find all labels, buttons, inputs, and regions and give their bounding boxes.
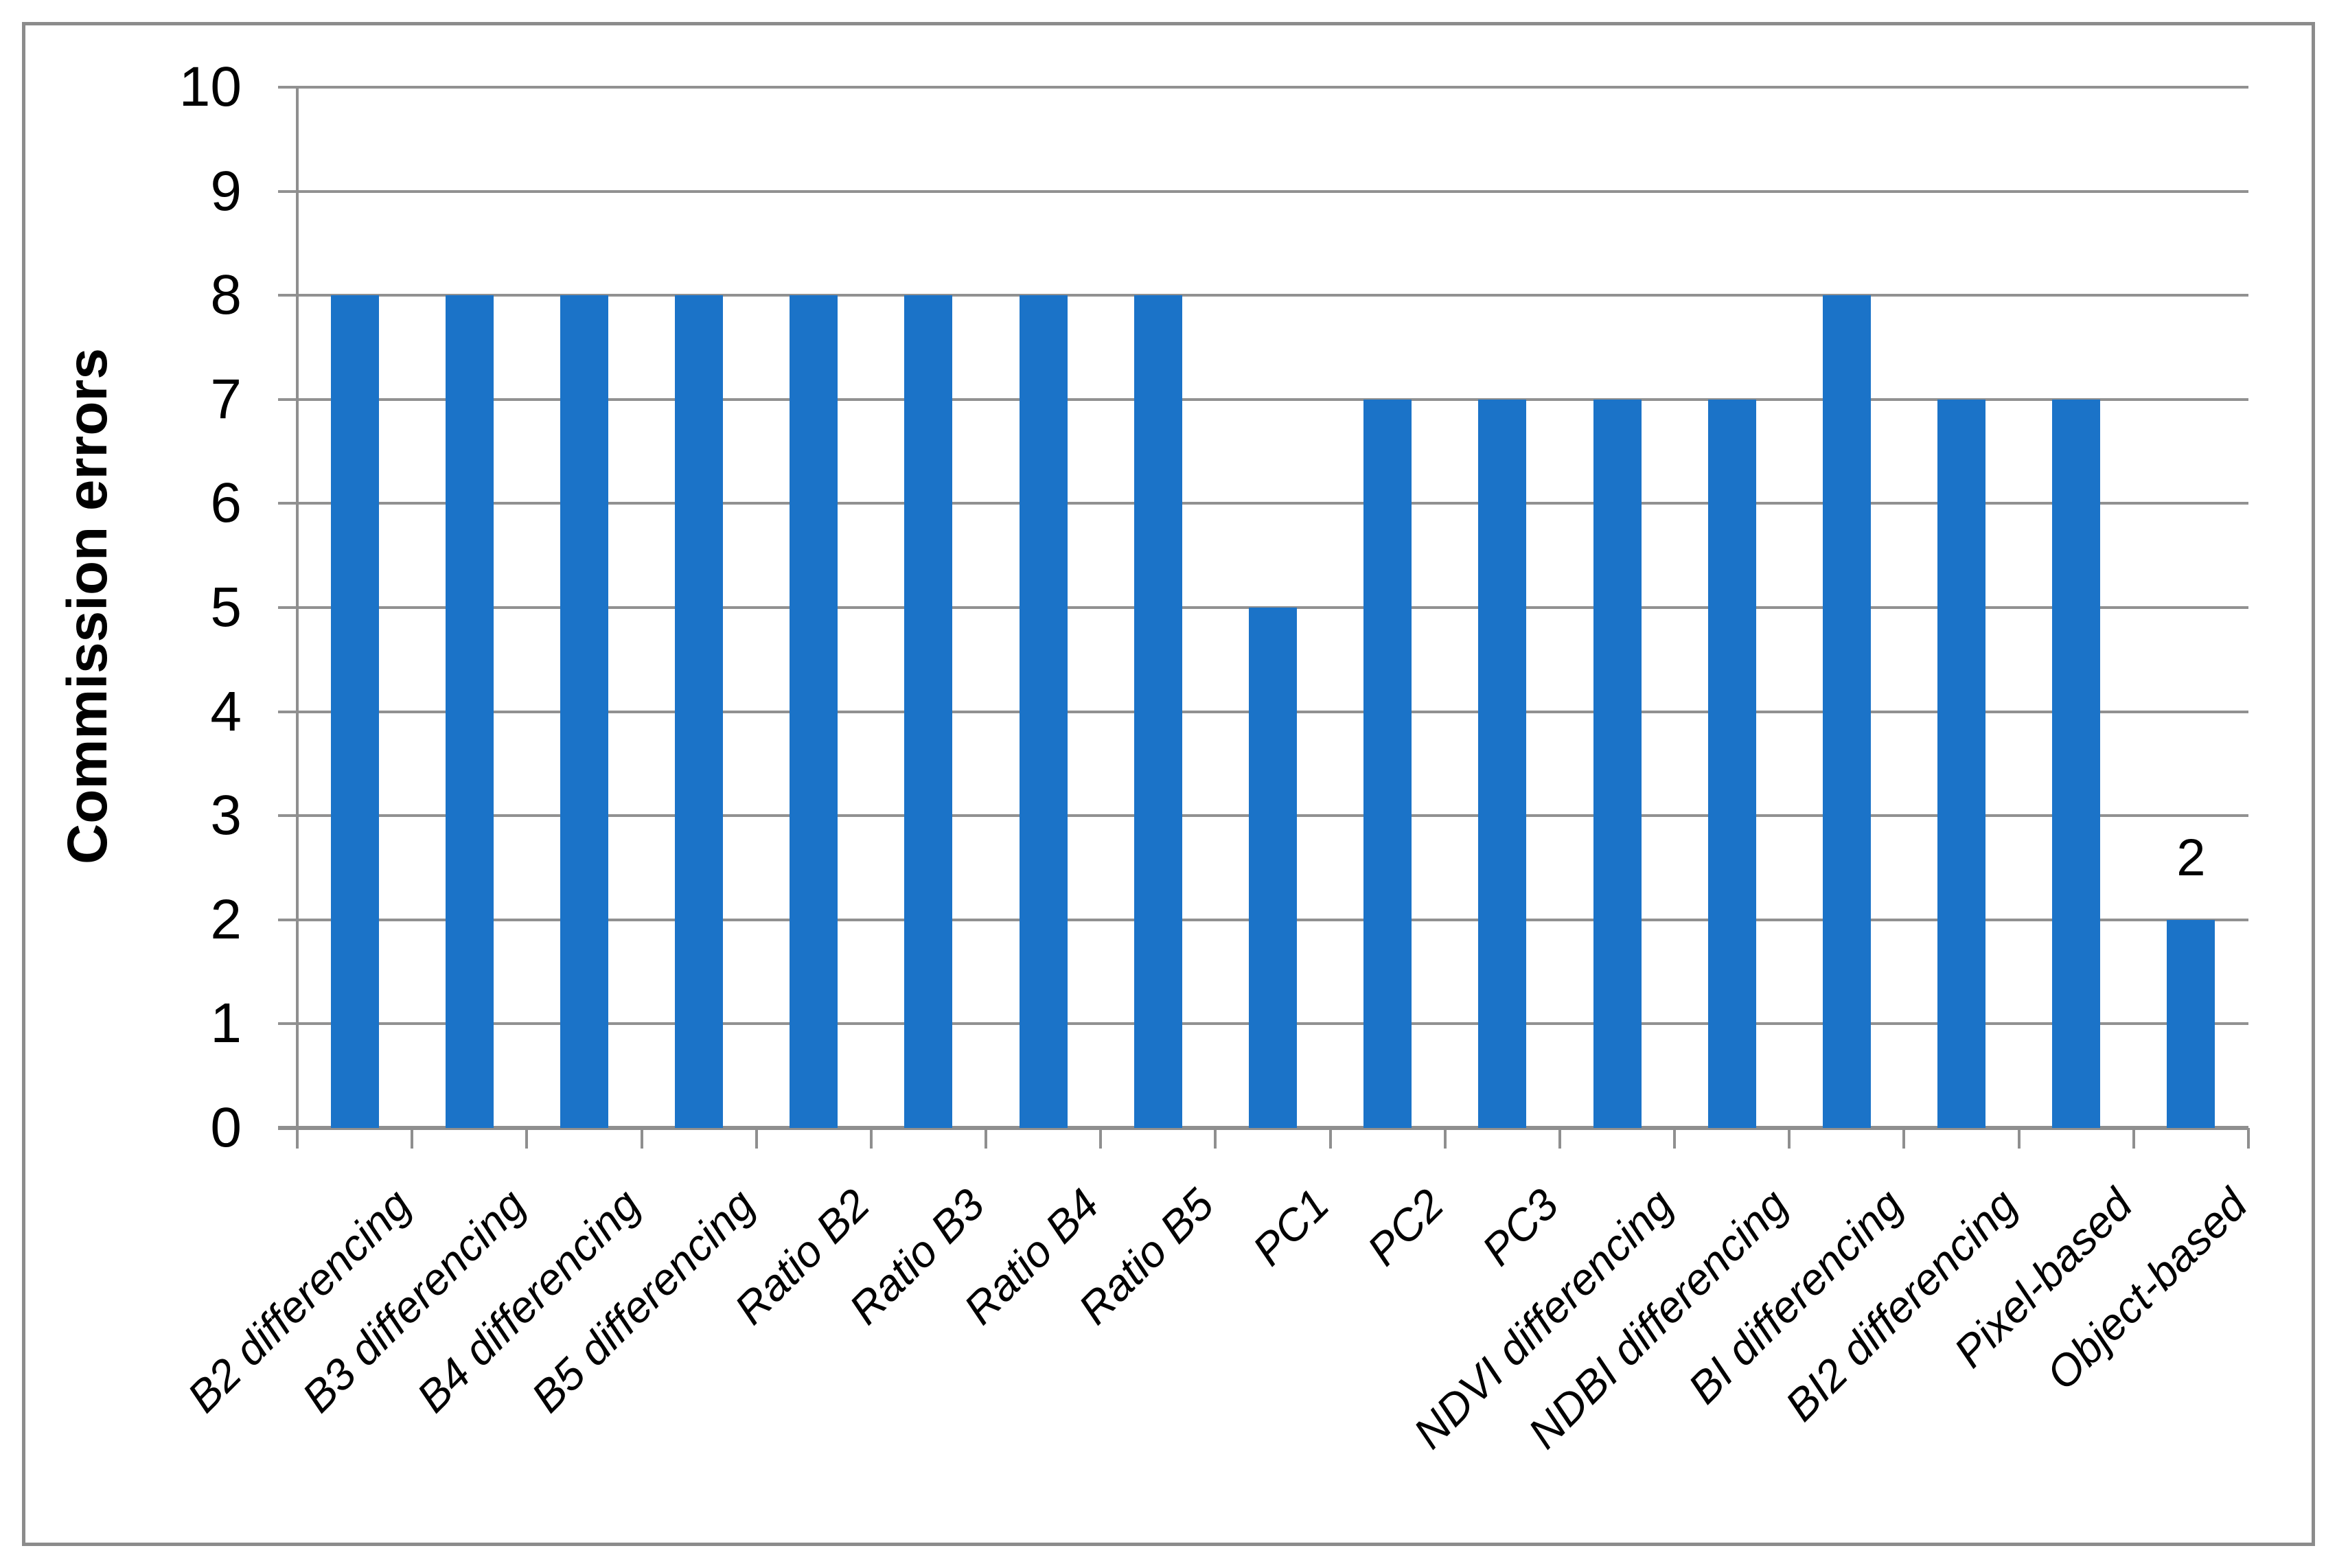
x-axis-tick bbox=[1788, 1128, 1791, 1149]
bar-pc2 bbox=[1363, 399, 1412, 1128]
bar-pixel-based bbox=[2052, 399, 2101, 1128]
bar-bi2-differencing bbox=[1937, 399, 1986, 1128]
bar-b2-differencing bbox=[330, 295, 379, 1128]
x-axis-tick bbox=[985, 1128, 988, 1149]
y-tick-label-8: 8 bbox=[210, 264, 242, 327]
x-axis-tick bbox=[2132, 1128, 2135, 1149]
x-axis-line bbox=[278, 1126, 2248, 1130]
y-tick-label-4: 4 bbox=[210, 680, 242, 743]
bar-pc1 bbox=[1249, 608, 1297, 1128]
bar-object-based bbox=[2167, 919, 2215, 1128]
bar-ndbi-differencing bbox=[1707, 399, 1756, 1128]
x-axis-tick bbox=[2247, 1128, 2250, 1149]
y-tick-label-7: 7 bbox=[210, 367, 242, 430]
x-axis-tick bbox=[1099, 1128, 1103, 1149]
bar-ratio-b5 bbox=[1133, 295, 1182, 1128]
gridline-y6 bbox=[278, 502, 2248, 505]
y-tick-label-10: 10 bbox=[179, 56, 242, 118]
gridline-y8 bbox=[278, 294, 2248, 297]
bar-pc3 bbox=[1478, 399, 1527, 1128]
x-axis-tick bbox=[2017, 1128, 2021, 1149]
gridline-y7 bbox=[278, 397, 2248, 401]
gridline-y9 bbox=[278, 189, 2248, 193]
x-axis-tick bbox=[755, 1128, 758, 1149]
x-axis-tick bbox=[1443, 1128, 1447, 1149]
bar-bi-differencing bbox=[1822, 295, 1871, 1128]
x-axis-tick bbox=[411, 1128, 414, 1149]
y-tick-label-6: 6 bbox=[210, 472, 242, 535]
x-axis-tick bbox=[1558, 1128, 1561, 1149]
x-axis-tick bbox=[1673, 1128, 1677, 1149]
data-label-object-based: 2 bbox=[2176, 828, 2206, 887]
bar-b5-differencing bbox=[675, 295, 724, 1128]
bar-ndvi-differencing bbox=[1593, 399, 1642, 1128]
bar-ratio-b4 bbox=[1019, 295, 1068, 1128]
x-axis-tick bbox=[640, 1128, 643, 1149]
y-tick-label-9: 9 bbox=[210, 159, 242, 222]
bar-b4-differencing bbox=[560, 295, 608, 1128]
x-axis-tick bbox=[525, 1128, 529, 1149]
y-axis-line bbox=[296, 87, 299, 1149]
x-axis-tick bbox=[1328, 1128, 1332, 1149]
y-tick-label-3: 3 bbox=[210, 784, 242, 847]
bar-ratio-b2 bbox=[790, 295, 838, 1128]
x-axis-tick bbox=[869, 1128, 873, 1149]
bar-b3-differencing bbox=[445, 295, 494, 1128]
y-tick-label-1: 1 bbox=[210, 992, 242, 1055]
y-tick-label-2: 2 bbox=[210, 888, 242, 951]
y-tick-label-0: 0 bbox=[210, 1096, 242, 1159]
x-axis-tick bbox=[296, 1128, 299, 1149]
x-axis-tick bbox=[1214, 1128, 1217, 1149]
y-tick-label-5: 5 bbox=[210, 576, 242, 638]
x-axis-tick bbox=[1902, 1128, 1906, 1149]
gridline-y10 bbox=[278, 86, 2248, 89]
bar-ratio-b3 bbox=[904, 295, 953, 1128]
